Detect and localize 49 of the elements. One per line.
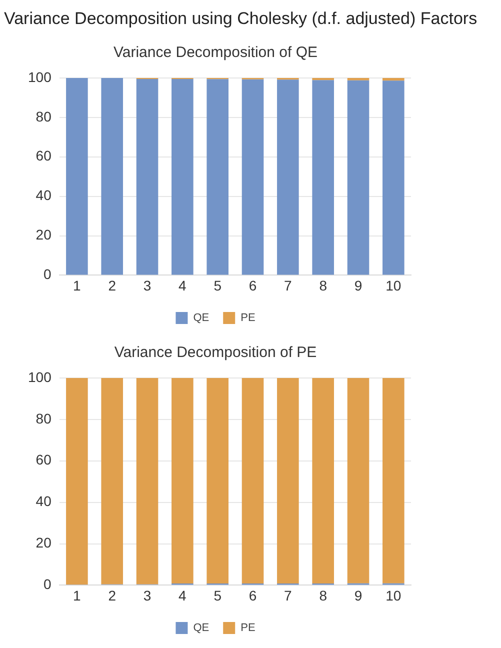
x-tick-label: 3: [143, 587, 152, 604]
x-tick-label: 7: [284, 587, 292, 604]
chart-title: Variance Decomposition using Cholesky (d.f. adjusted) Factors: [3, 8, 478, 30]
bar: [242, 378, 264, 584]
x-tick-label: 7: [284, 277, 292, 294]
chart-title: Variance Decomposition of PE: [114, 344, 317, 362]
legend-label: QE: [193, 312, 210, 324]
y-tick-label: 40: [36, 493, 52, 510]
bar: [66, 378, 88, 585]
y-tick-label: 80: [36, 410, 52, 426]
y-tick-label: 80: [36, 108, 52, 124]
x-tick-label: 2: [108, 277, 116, 294]
x-tick-label: 8: [319, 587, 328, 604]
y-tick-label: 0: [44, 266, 52, 282]
x-tick-label: 1: [73, 277, 82, 294]
legend-label: PE: [240, 312, 256, 324]
y-tick-label: 100: [28, 368, 52, 385]
x-tick-label: 2: [108, 587, 116, 604]
bar: [347, 378, 370, 584]
x-tick-label: 1: [73, 587, 82, 604]
bar: [172, 378, 194, 584]
y-tick-label: 20: [36, 534, 52, 551]
x-tick-label: 10: [386, 277, 402, 294]
y-tick-label: 40: [36, 187, 52, 204]
bar: [101, 378, 124, 584]
legend-label: QE: [193, 622, 210, 634]
bar: [382, 378, 404, 584]
y-tick-label: 60: [36, 148, 52, 164]
bar: [277, 378, 299, 584]
legend-label: PE: [240, 622, 256, 634]
x-tick-label: 4: [178, 277, 187, 294]
x-tick-label: 5: [214, 277, 222, 294]
x-tick-label: 4: [178, 587, 187, 604]
y-tick-label: 100: [28, 68, 52, 85]
x-tick-label: 5: [214, 587, 222, 604]
x-tick-label: 10: [386, 587, 402, 604]
y-tick-label: 0: [44, 576, 52, 592]
bar: [206, 378, 228, 584]
y-tick-label: 20: [36, 226, 52, 243]
x-tick-label: 9: [354, 587, 362, 604]
bar: [136, 378, 158, 584]
x-tick-label: 6: [248, 587, 257, 604]
x-tick-label: 6: [248, 277, 257, 294]
chart-subtitle: Variance Decomposition of QE: [114, 44, 318, 62]
bar: [312, 378, 334, 584]
y-tick-label: 60: [36, 452, 52, 468]
x-tick-label: 9: [354, 277, 362, 294]
x-tick-label: 3: [143, 277, 152, 294]
x-tick-label: 8: [319, 277, 328, 294]
